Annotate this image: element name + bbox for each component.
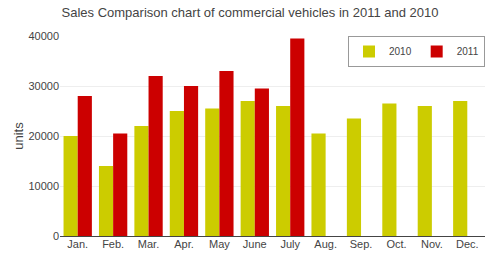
svg-text:June: June	[243, 238, 267, 250]
svg-text:Aug.: Aug.	[314, 238, 337, 250]
svg-text:Feb.: Feb.	[102, 238, 124, 250]
svg-text:Sales Comparison chart of comm: Sales Comparison chart of commercial veh…	[62, 5, 439, 20]
svg-text:Sep.: Sep.	[350, 238, 373, 250]
svg-text:2011: 2011	[457, 46, 479, 57]
svg-text:Jan.: Jan.	[67, 238, 88, 250]
svg-text:10000: 10000	[28, 180, 59, 192]
svg-text:Nov.: Nov.	[421, 238, 443, 250]
svg-text:20000: 20000	[28, 130, 59, 142]
svg-text:May: May	[209, 238, 230, 250]
svg-text:Mar.: Mar.	[138, 238, 159, 250]
svg-text:0: 0	[53, 230, 59, 242]
svg-text:Oct.: Oct.	[386, 238, 406, 250]
svg-text:2010: 2010	[389, 46, 412, 57]
svg-text:Dec.: Dec.	[456, 238, 479, 250]
svg-text:July: July	[280, 238, 300, 250]
svg-text:Apr.: Apr.	[174, 238, 194, 250]
svg-text:40000: 40000	[28, 30, 59, 42]
svg-text:units: units	[11, 122, 26, 150]
svg-text:30000: 30000	[28, 80, 59, 92]
